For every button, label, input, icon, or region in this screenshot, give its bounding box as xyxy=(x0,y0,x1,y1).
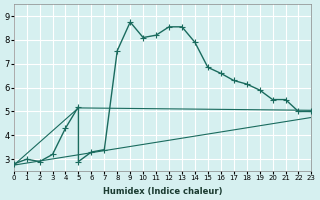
X-axis label: Humidex (Indice chaleur): Humidex (Indice chaleur) xyxy=(103,187,222,196)
